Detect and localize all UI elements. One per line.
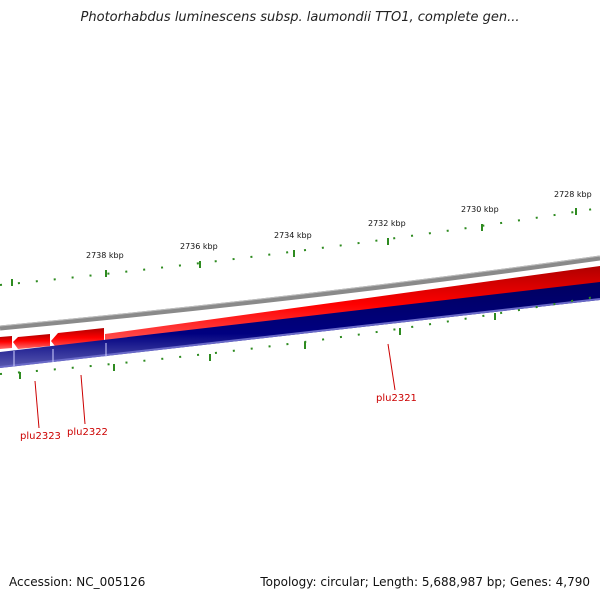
genome-backbone <box>0 255 600 331</box>
gene-label-plu2322[interactable]: plu2322 <box>67 427 108 438</box>
scale-label-2734: 2734 kbp <box>274 231 312 240</box>
scale-label-2732: 2732 kbp <box>368 219 406 228</box>
inner-major-ticks <box>19 313 496 379</box>
gene-arrow-plu2323[interactable] <box>13 334 50 349</box>
map-title: Photorhabdus luminescens subsp. laumondi… <box>80 10 520 25</box>
scale-label-2738: 2738 kbp <box>86 251 124 260</box>
gene-arrow-left[interactable] <box>0 336 12 349</box>
outer-tick-ring <box>0 207 600 286</box>
leader-line-plu2323 <box>34 380 40 429</box>
genome-summary-text: Topology: circular; Length: 5,688,987 bp… <box>260 575 590 589</box>
scale-label-2728: 2728 kbp <box>554 190 592 199</box>
accession-text: Accession: NC_005126 <box>9 575 146 589</box>
leader-line-plu2321 <box>387 343 396 391</box>
scale-label-2730: 2730 kbp <box>461 205 499 214</box>
outer-major-ticks <box>11 208 577 286</box>
leader-line-plu2322 <box>80 374 86 425</box>
reverse-strand-track <box>0 282 600 368</box>
gene-label-plu2323[interactable]: plu2323 <box>20 431 61 442</box>
scale-label-2736: 2736 kbp <box>180 242 218 251</box>
gene-label-plu2321[interactable]: plu2321 <box>376 393 417 404</box>
